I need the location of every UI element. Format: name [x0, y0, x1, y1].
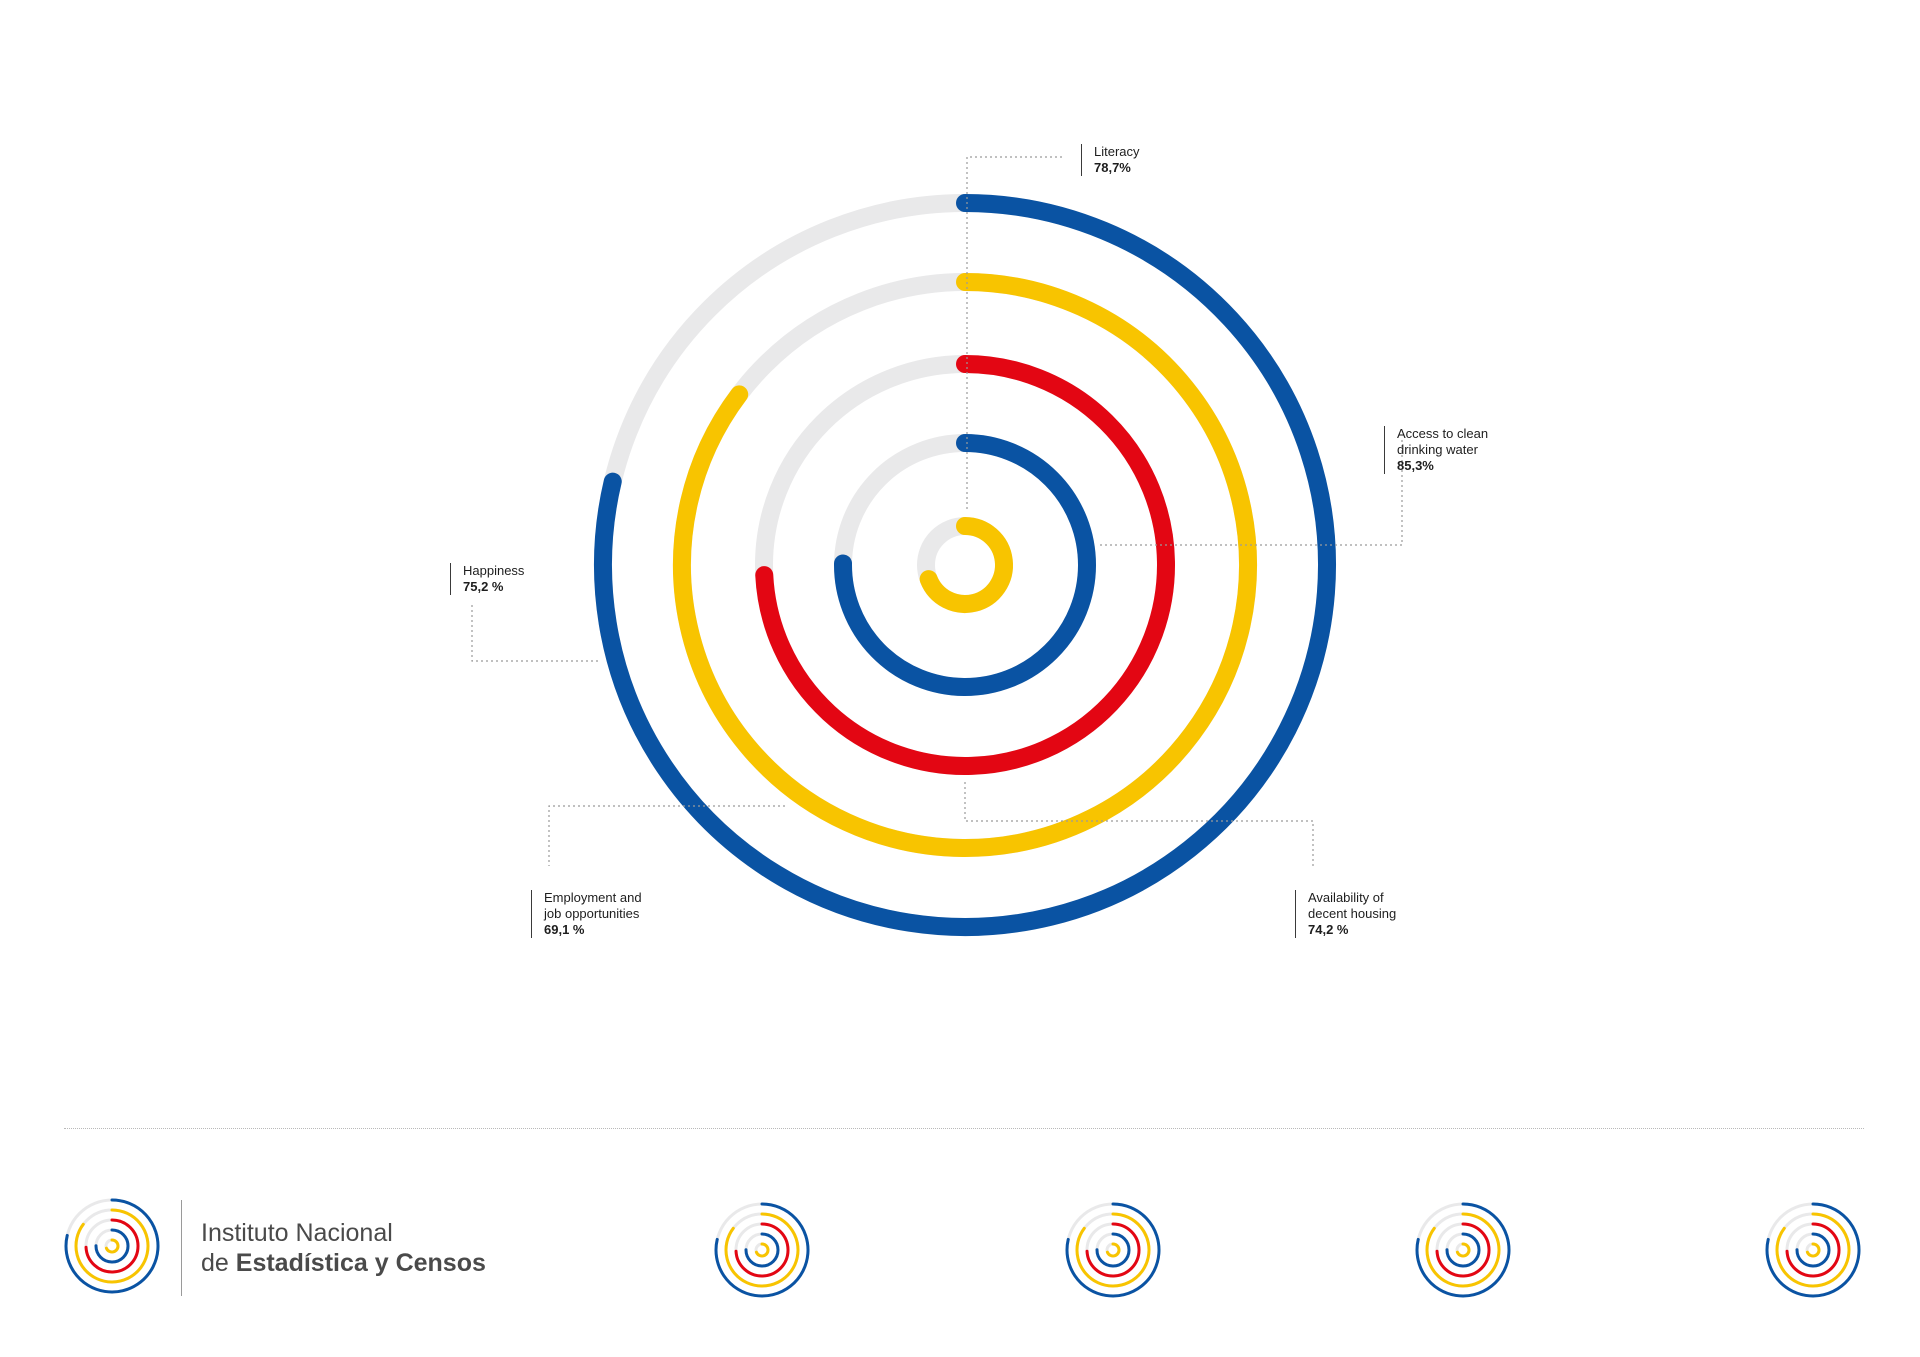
brand-line2-prefix: de [201, 1249, 236, 1277]
logo-3-bar-3 [1085, 1222, 1141, 1278]
logo-1-bar-3 [84, 1218, 140, 1274]
logo-5-bar-1 [1765, 1202, 1861, 1298]
ring-bar-2 [673, 273, 1257, 857]
brand-divider [181, 1200, 182, 1296]
logo-1-bar-1 [64, 1198, 160, 1294]
logo-mark-primary [64, 1198, 160, 1294]
logo-2-bar-1 [714, 1202, 810, 1298]
callout-water-label: Access to clean drinking water [1397, 426, 1489, 457]
callout-literacy: Literacy 78,7% [1081, 144, 1140, 176]
logo-5-bar-2 [1775, 1212, 1851, 1288]
callout-literacy-value: 78,7% [1094, 160, 1131, 175]
ring-bar-5 [919, 517, 1013, 613]
logo-mark-3 [1065, 1202, 1161, 1298]
logo-1-bar-5 [104, 1238, 120, 1254]
callout-employment-label: Employment and job opportunities [544, 890, 642, 921]
callout-water-value: 85,3% [1397, 458, 1434, 473]
logo-1-bar-2 [74, 1208, 150, 1284]
leader-happiness [471, 605, 598, 662]
logo-1-bar-4 [94, 1228, 130, 1264]
logo-3-bar-4 [1095, 1232, 1131, 1268]
callout-housing: Availability of decent housing 74,2 % [1295, 890, 1396, 938]
logo-3-bar-2 [1075, 1212, 1151, 1288]
brand-line2: Estadística y Censos [235, 1249, 486, 1277]
logo-2-bar-3 [734, 1222, 790, 1278]
logo-3-bar-5 [1105, 1242, 1121, 1258]
rings-group [594, 194, 1336, 936]
callout-employment: Employment and job opportunities 69,1 % [531, 890, 642, 938]
callout-happiness-label: Happiness [463, 563, 525, 578]
logo-5-bar-5 [1805, 1242, 1821, 1258]
logo-mark-2 [714, 1202, 810, 1298]
callout-employment-value: 69,1 % [544, 922, 585, 937]
logo-mark-4 [1415, 1202, 1511, 1298]
logo-4-bar-4 [1445, 1232, 1481, 1268]
brand-name: Instituto Nacional de Estadística y Cens… [201, 1218, 486, 1278]
callout-literacy-label: Literacy [1094, 144, 1140, 159]
logo-2-bar-4 [744, 1232, 780, 1268]
callout-housing-label: Availability of decent housing [1308, 890, 1397, 921]
logo-mark-5 [1765, 1202, 1861, 1298]
brand-line2-wrap: de Estadística y Censos [201, 1248, 486, 1278]
logo-5-bar-4 [1795, 1232, 1831, 1268]
callout-happiness-value: 75,2 % [463, 579, 504, 594]
leader-lines [471, 156, 1403, 866]
brand-line1: Instituto Nacional [201, 1219, 393, 1247]
logo-4-bar-5 [1455, 1242, 1471, 1258]
ring-bar-3 [755, 355, 1175, 775]
logo-4-bar-1 [1415, 1202, 1511, 1298]
logo-2-bar-2 [724, 1212, 800, 1288]
logo-3-bar-1 [1065, 1202, 1161, 1298]
logo-5-bar-3 [1785, 1222, 1841, 1278]
callout-housing-value: 74,2 % [1308, 922, 1349, 937]
ring-bar-1 [594, 194, 1336, 936]
logo-2-bar-5 [754, 1242, 770, 1258]
logo-4-bar-3 [1435, 1222, 1491, 1278]
leader-water [1100, 440, 1403, 546]
logo-4-bar-2 [1425, 1212, 1501, 1288]
ring-bar-4 [834, 434, 1096, 696]
callout-happiness: Happiness 75,2 % [450, 563, 524, 595]
leader-literacy [966, 156, 1062, 512]
leader-employment [548, 805, 785, 866]
footer-divider [64, 1128, 1864, 1129]
callout-water: Access to clean drinking water 85,3% [1384, 426, 1488, 474]
